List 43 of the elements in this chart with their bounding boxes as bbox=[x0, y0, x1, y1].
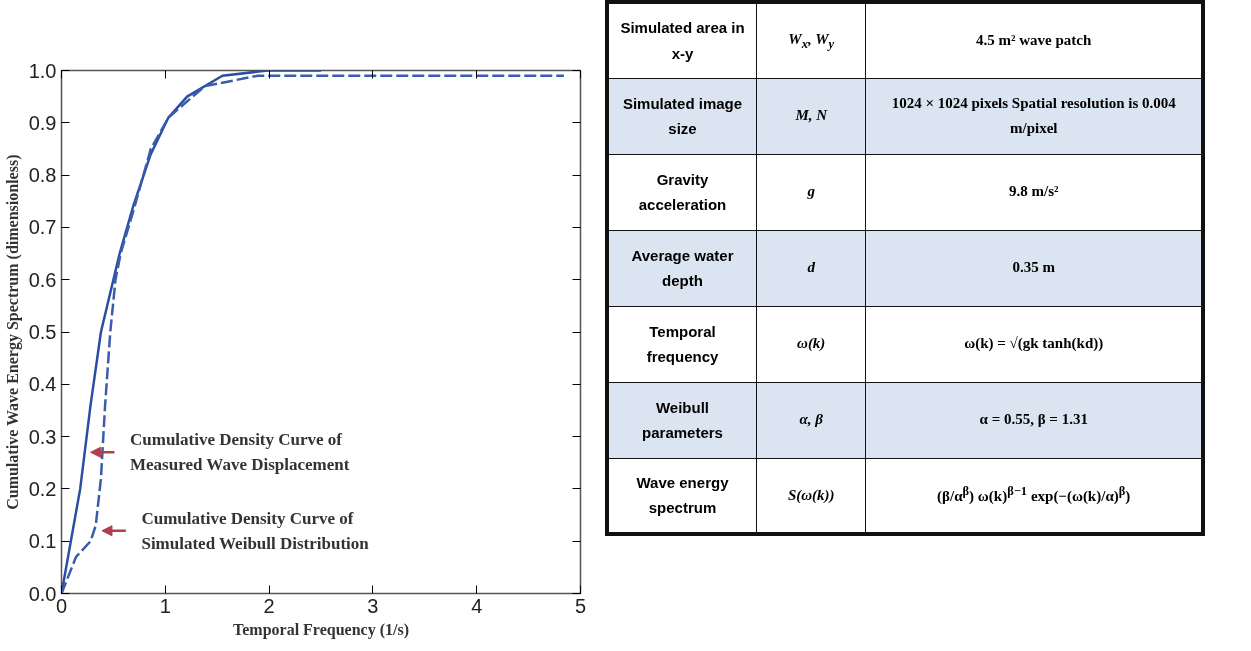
text: S(ω(k)) bbox=[756, 458, 866, 534]
text: 0.35 m bbox=[865, 230, 1203, 306]
text: (β/α$^{β}$) ω(k)$^{β−1}$ exp(−(ω(k)/α)$^{β}$) bbox=[865, 458, 1203, 534]
text: d bbox=[756, 230, 866, 306]
line-series bbox=[61, 74, 566, 594]
text: W$_{x}$, W$_{y}$ bbox=[756, 2, 866, 78]
x-tick-label: 3 bbox=[367, 594, 379, 617]
text: Temporal frequency bbox=[607, 306, 757, 382]
text: 1024 × 1024 pixels Spatial resolution is 0.004 m/pixel bbox=[865, 78, 1203, 154]
y-tick-label: 0.1 bbox=[28, 530, 57, 553]
x-axis-title: Temporal Frequency (1/s) bbox=[233, 620, 409, 639]
text: Average water depth bbox=[607, 230, 757, 306]
y-tick-label: 0.7 bbox=[28, 216, 57, 239]
y-tick-label: 1.0 bbox=[28, 59, 57, 82]
text: α, β bbox=[756, 382, 866, 458]
y-tick-label: 0.8 bbox=[28, 164, 57, 187]
y-tick-label: 0.5 bbox=[28, 321, 57, 343]
text: Simulated image size bbox=[607, 78, 757, 154]
x-tick-label: 2 bbox=[263, 594, 275, 617]
y-tick-label: 0.0 bbox=[28, 582, 57, 605]
text: Gravity acceleration bbox=[607, 154, 757, 230]
y-tick-label: 0.3 bbox=[28, 425, 57, 448]
x-tick-label: 5 bbox=[574, 594, 587, 617]
text: Wave energy spectrum bbox=[607, 458, 757, 534]
text: M, N bbox=[756, 78, 866, 154]
x-tick-label: 0 bbox=[55, 594, 68, 617]
text: 9.8 m/s² bbox=[865, 154, 1203, 230]
text: Simulated area in x-y bbox=[607, 2, 757, 78]
text: 4.5 m² wave patch bbox=[865, 2, 1203, 78]
annotation: Cumulative Density Curve of Measured Wave Displacement bbox=[130, 430, 350, 475]
text: ω(k) bbox=[756, 306, 866, 382]
annotation: Cumulative Density Curve of Simulated Weibull Distribution bbox=[141, 508, 370, 553]
y-tick-label: 0.2 bbox=[28, 477, 57, 500]
text: Weibull parameters bbox=[607, 382, 757, 458]
text: g bbox=[756, 154, 866, 230]
x-tick-label: 1 bbox=[159, 594, 171, 617]
y-axis-title: Cumulative Wave Energy Spectrum (dimensionless) bbox=[3, 154, 22, 510]
y-tick-label: 0.4 bbox=[28, 373, 57, 396]
x-tick-label: 4 bbox=[471, 594, 483, 617]
text: ω(k) = √(gk tanh(kd)) bbox=[865, 306, 1203, 382]
y-tick-label: 0.9 bbox=[28, 111, 57, 134]
text: α = 0.55, β = 1.31 bbox=[865, 382, 1203, 458]
y-tick-label: 0.6 bbox=[28, 268, 57, 291]
